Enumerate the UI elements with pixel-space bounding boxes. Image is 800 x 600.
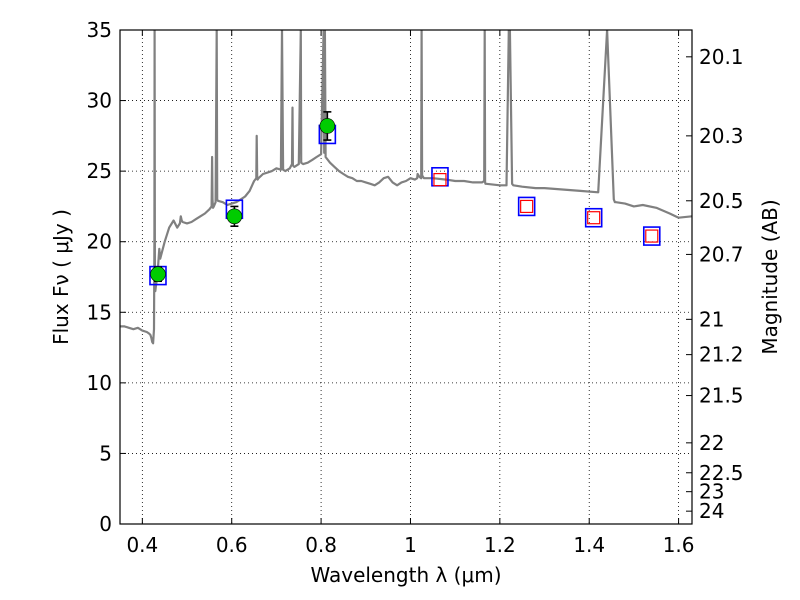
x-tick-label: 1.4	[573, 533, 605, 557]
x-tick-label: 1.6	[663, 533, 695, 557]
y2-tick-label: 24	[699, 499, 724, 523]
x-tick-label: 1	[404, 533, 417, 557]
predicted-square-marker	[520, 199, 534, 214]
y-tick-label: 0	[99, 512, 112, 536]
fit-square-marker	[517, 196, 536, 217]
y-tick-label: 25	[87, 159, 112, 183]
observed-point-marker	[150, 266, 166, 282]
y2-tick-label: 20.7	[699, 242, 744, 266]
y-tick-label: 30	[87, 89, 112, 113]
y2-tick-label: 21	[699, 307, 724, 331]
y-tick-label: 35	[87, 18, 112, 42]
y2-tick-label: 22	[699, 431, 724, 455]
x-tick-label: 0.4	[126, 533, 158, 557]
y-axis-label: Flux Fν ( μJy )	[49, 209, 73, 345]
x-axis-label: Wavelength λ (μm)	[310, 563, 501, 587]
markers-layer	[149, 111, 661, 286]
y-tick-labels: 0 5 10 15 20 25 30 35	[87, 18, 112, 536]
y-tick-label: 20	[87, 230, 112, 254]
y-tick-label: 10	[87, 371, 112, 395]
grid-lines	[120, 30, 692, 524]
spectrum-line	[120, 30, 692, 345]
y2-axis-label: Magnitude (AB)	[758, 199, 782, 354]
x-tick-label: 1.2	[484, 533, 516, 557]
x-tick-labels: 0.4 0.6 0.8 1 1.2 1.4 1.6	[126, 533, 694, 557]
y2-tick-label: 22.5	[699, 461, 744, 485]
plot-frame	[119, 29, 693, 525]
x-tick-label: 0.6	[216, 533, 248, 557]
y-tick-label: 5	[99, 441, 112, 465]
y2-tick-label: 20.5	[699, 189, 744, 213]
y2-tick-label: 21.5	[699, 384, 744, 408]
predicted-square-marker	[587, 211, 601, 225]
y2-tick-label: 21.2	[699, 343, 744, 367]
fit-square-marker	[642, 226, 661, 246]
plot-background	[120, 30, 692, 524]
fit-square-marker	[584, 207, 603, 228]
y2-tick-label: 20.1	[699, 45, 744, 69]
y2-tick-label: 23	[699, 480, 724, 504]
y-tick-label: 15	[87, 300, 112, 324]
predicted-square-marker	[645, 229, 659, 243]
axis-ticks	[120, 29, 692, 525]
observed-point-marker	[319, 118, 336, 134]
spectrum-layer	[120, 30, 692, 345]
x-tick-label: 0.8	[305, 533, 337, 557]
predicted-square-marker	[433, 173, 447, 187]
y2-tick-label: 20.3	[699, 124, 744, 148]
observed-point-marker	[226, 208, 243, 225]
